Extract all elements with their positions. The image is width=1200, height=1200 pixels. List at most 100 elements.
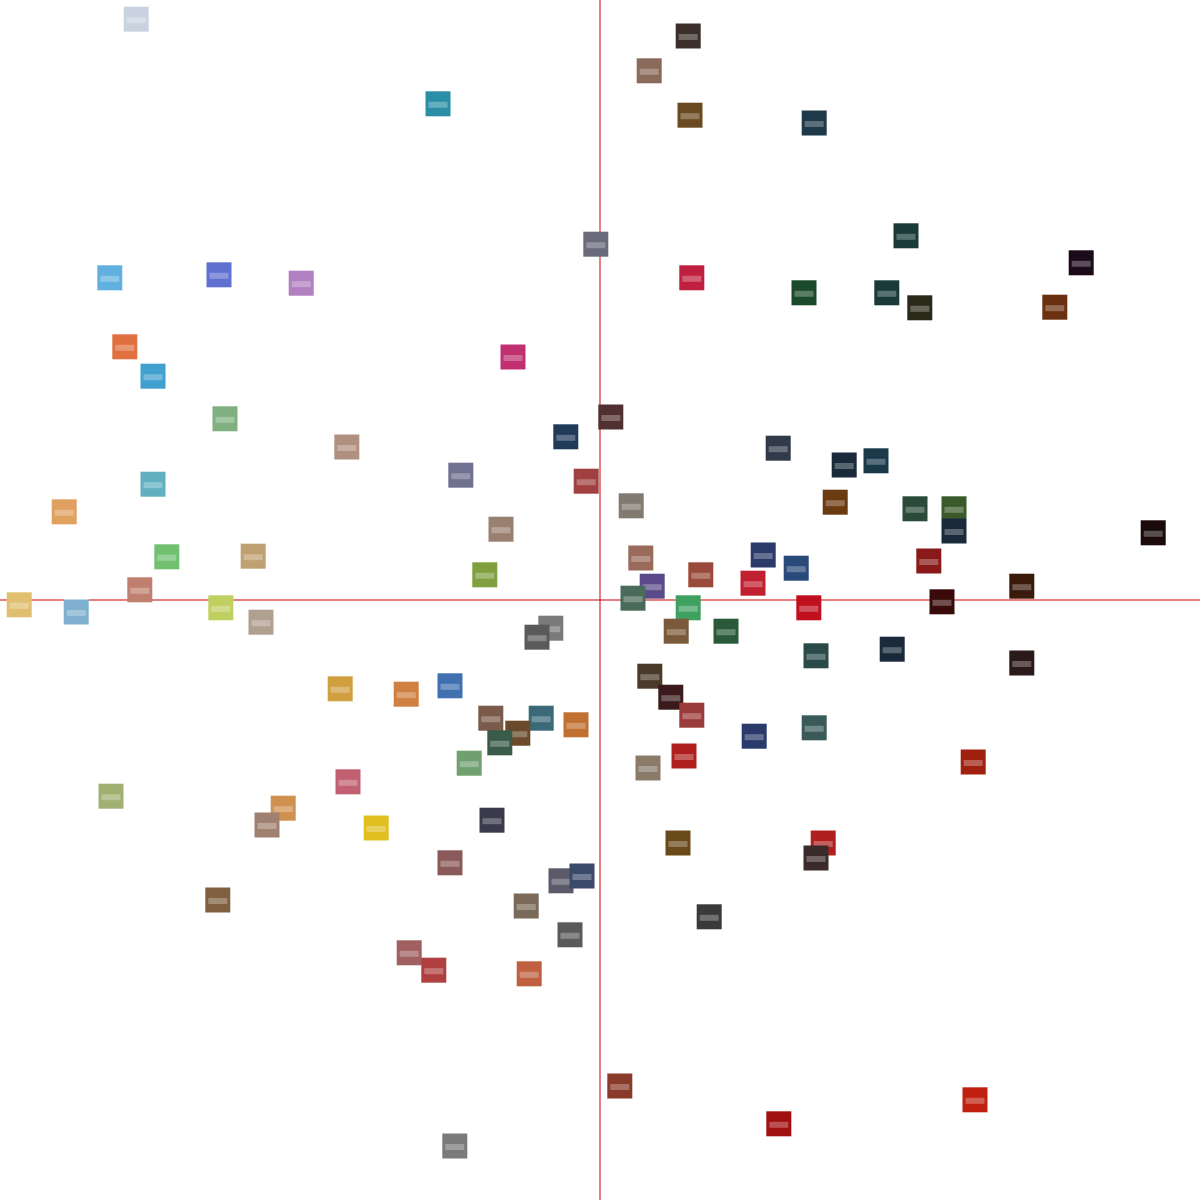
scatter-point xyxy=(1042,294,1068,320)
scatter-point xyxy=(212,406,238,432)
scatter-point xyxy=(513,893,539,919)
scatter-point xyxy=(801,715,827,741)
scatter-point xyxy=(893,223,919,249)
scatter-point xyxy=(783,555,809,581)
scatter-point xyxy=(713,618,739,644)
scatter-point xyxy=(822,489,848,515)
scatter-point xyxy=(396,940,422,966)
scatter-point xyxy=(675,23,701,49)
scatter-point xyxy=(437,850,463,876)
scatter-point xyxy=(557,922,583,948)
scatter-point xyxy=(874,280,900,306)
scatter-point xyxy=(907,295,933,321)
scatter-point xyxy=(902,496,928,522)
scatter-point xyxy=(618,493,644,519)
scatter-point xyxy=(335,769,361,795)
scatter-point xyxy=(479,807,505,833)
scatter-point xyxy=(478,705,504,731)
scatter-point xyxy=(916,548,942,574)
scatter-point xyxy=(1009,650,1035,676)
scatter-point xyxy=(750,542,776,568)
scatter-point xyxy=(563,712,589,738)
scatter-point xyxy=(831,452,857,478)
scatter-point xyxy=(960,749,986,775)
scatter-point xyxy=(393,681,419,707)
scatter-point xyxy=(803,643,829,669)
scatter-point xyxy=(671,743,697,769)
scatter-point xyxy=(254,812,280,838)
scatter-point xyxy=(765,435,791,461)
scatter-point xyxy=(658,684,684,710)
scatter-point xyxy=(598,404,624,430)
scatter-point xyxy=(663,618,689,644)
scatter-point xyxy=(1068,250,1094,276)
scatter-point xyxy=(448,462,474,488)
scatter-point xyxy=(548,868,574,894)
scatter-point xyxy=(524,624,550,650)
scatter-point xyxy=(488,516,514,542)
scatter-point xyxy=(791,280,817,306)
scatter-point xyxy=(962,1087,988,1113)
scatter-point xyxy=(248,609,274,635)
scatter-point xyxy=(206,262,232,288)
scatter-point xyxy=(516,961,542,987)
scatter-point xyxy=(205,887,231,913)
scatter-point xyxy=(801,110,827,136)
scatter-point xyxy=(679,702,705,728)
scatter-point xyxy=(879,636,905,662)
scatter-point xyxy=(456,750,482,776)
scatter-point xyxy=(803,845,829,871)
scatter-point xyxy=(635,755,661,781)
scatter-point xyxy=(442,1133,468,1159)
scatter-point xyxy=(573,468,599,494)
scatter-point xyxy=(487,730,513,756)
scatter-point xyxy=(1140,520,1166,546)
scatter-point xyxy=(437,673,463,699)
scatter-point xyxy=(112,334,138,360)
scatter-point xyxy=(637,663,663,689)
scatter-point xyxy=(123,6,149,32)
scatter-point xyxy=(796,595,822,621)
scatter-point xyxy=(528,705,554,731)
scatter-point xyxy=(51,499,77,525)
scatter-point xyxy=(154,544,180,570)
scatter-point xyxy=(421,957,447,983)
scatter-point xyxy=(6,592,32,618)
scatter-point xyxy=(665,830,691,856)
scatter-point xyxy=(941,496,967,522)
scatter-point xyxy=(363,815,389,841)
scatter-point xyxy=(766,1111,792,1137)
scatter-point xyxy=(140,363,166,389)
scatter-point xyxy=(240,543,266,569)
scatter-point xyxy=(63,599,89,625)
scatter-point xyxy=(607,1073,633,1099)
scatter-point xyxy=(941,518,967,544)
scatter-point xyxy=(740,570,766,596)
scatter-point xyxy=(334,434,360,460)
scatter-point xyxy=(97,265,123,291)
scatter-point xyxy=(620,585,646,611)
scatter-point xyxy=(688,562,714,588)
scatter-point xyxy=(500,344,526,370)
scatter-point xyxy=(140,471,166,497)
scatter-point xyxy=(741,723,767,749)
scatter-point xyxy=(677,102,703,128)
scatter-point xyxy=(472,562,498,588)
scatter-point xyxy=(327,676,353,702)
scatter-point xyxy=(628,545,654,571)
scatter-point xyxy=(569,863,595,889)
scatter-point xyxy=(675,595,701,621)
scatter-point xyxy=(208,595,234,621)
scatter-point xyxy=(583,231,609,257)
scatter-point xyxy=(127,577,153,603)
scatter-point xyxy=(1009,573,1035,599)
scatter-point xyxy=(696,904,722,930)
points-layer xyxy=(6,6,1166,1159)
scatter-point xyxy=(679,265,705,291)
scatter-point xyxy=(98,783,124,809)
scatter-point xyxy=(929,589,955,615)
scatter-point xyxy=(425,91,451,117)
scatter-point xyxy=(553,424,579,450)
scatter-point xyxy=(636,58,662,84)
